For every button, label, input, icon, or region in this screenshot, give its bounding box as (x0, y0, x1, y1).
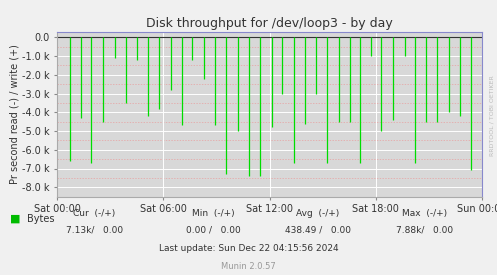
Text: Munin 2.0.57: Munin 2.0.57 (221, 262, 276, 271)
Text: RRDTOOL / TOBI OETIKER: RRDTOOL / TOBI OETIKER (490, 75, 495, 156)
Text: Bytes: Bytes (27, 214, 55, 224)
Text: 438.49 /   0.00: 438.49 / 0.00 (285, 226, 351, 234)
Title: Disk throughput for /dev/loop3 - by day: Disk throughput for /dev/loop3 - by day (146, 17, 393, 31)
Text: 7.13k/   0.00: 7.13k/ 0.00 (66, 226, 123, 234)
Text: Last update: Sun Dec 22 04:15:56 2024: Last update: Sun Dec 22 04:15:56 2024 (159, 244, 338, 253)
Text: Avg  (-/+): Avg (-/+) (296, 209, 340, 218)
Text: Max  (-/+): Max (-/+) (403, 209, 447, 218)
Y-axis label: Pr second read (-) / write (+): Pr second read (-) / write (+) (9, 44, 19, 184)
Text: 0.00 /   0.00: 0.00 / 0.00 (186, 226, 241, 234)
Text: ■: ■ (10, 214, 20, 224)
Text: Cur  (-/+): Cur (-/+) (73, 209, 116, 218)
Text: 7.88k/   0.00: 7.88k/ 0.00 (397, 226, 453, 234)
Text: Min  (-/+): Min (-/+) (192, 209, 235, 218)
